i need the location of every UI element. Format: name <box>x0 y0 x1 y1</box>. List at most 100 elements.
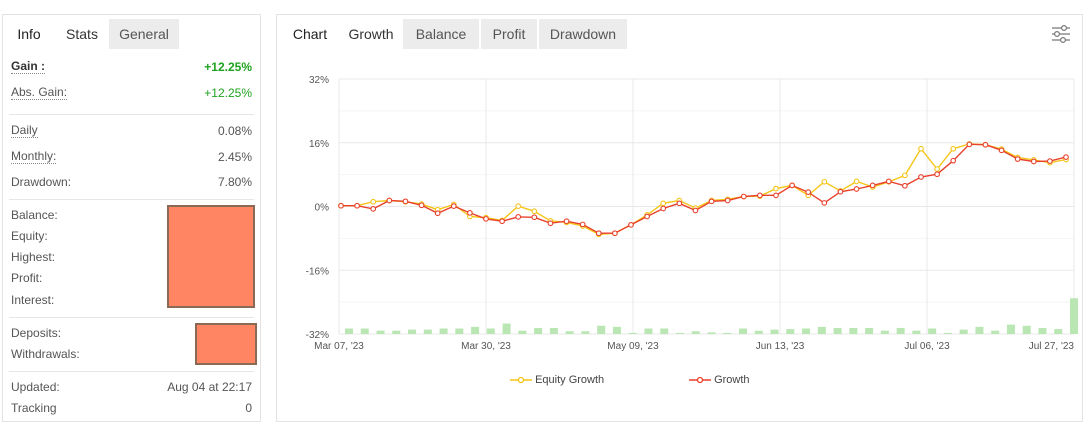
gain-row: Gain : +12.25% <box>11 57 252 77</box>
volume-bar <box>691 331 700 334</box>
tab-drawdown[interactable]: Drawdown <box>539 19 627 49</box>
tab-profit[interactable]: Profit <box>481 19 537 49</box>
tab-chart[interactable]: Chart <box>281 19 339 49</box>
volume-bar <box>439 328 448 334</box>
volume-bar <box>486 328 495 334</box>
daily-label[interactable]: Daily <box>11 123 38 138</box>
growth-point <box>773 192 779 199</box>
growth-point <box>628 221 634 228</box>
growth-point <box>853 186 860 192</box>
monthly-row: Monthly: 2.45% <box>11 147 252 167</box>
y-tick-label: 32% <box>309 75 329 86</box>
tracking-row: Tracking 0 <box>11 398 252 418</box>
growth-point <box>386 197 393 204</box>
tracking-value: 0 <box>245 401 252 415</box>
stats-panel: Info Stats General Gain : +12.25% Abs. G… <box>2 14 261 422</box>
growth-point <box>483 216 489 222</box>
growth-point <box>708 198 715 205</box>
growth-point <box>1063 154 1069 160</box>
equity-label: Equity: <box>11 229 48 243</box>
volume-bar <box>739 328 748 334</box>
abs-gain-value: +12.25% <box>204 86 252 100</box>
volume-bar <box>1070 298 1078 334</box>
withdrawals-row: Withdrawals: <box>11 344 252 364</box>
equity-growth-point <box>773 185 779 192</box>
x-tick-label: Jul 06, '23 <box>904 341 950 352</box>
growth-point <box>660 205 667 212</box>
gain-label[interactable]: Gain : <box>11 59 46 74</box>
left-tabbar: Info Stats General <box>3 15 260 49</box>
volume-bar <box>581 331 590 334</box>
highest-row: Highest: <box>11 247 252 267</box>
tab-general[interactable]: General <box>109 19 179 49</box>
volume-bar <box>518 330 527 334</box>
legend-equity-growth[interactable]: Equity Growth <box>510 372 604 388</box>
volume-bar <box>597 325 606 334</box>
volume-bar <box>502 323 511 334</box>
balance-label: Balance: <box>11 208 58 222</box>
monthly-label[interactable]: Monthly: <box>11 149 57 164</box>
equity-legend-marker <box>510 376 532 384</box>
x-tick-label: Jun 13, '23 <box>756 341 805 352</box>
volume-bar <box>628 332 637 334</box>
growth-point <box>499 218 505 225</box>
volume-bar <box>471 326 480 334</box>
volume-bar <box>975 326 984 334</box>
interest-row: Interest: <box>11 290 252 310</box>
growth-point <box>805 189 812 196</box>
legend-growth-label: Growth <box>714 374 750 386</box>
volume-bar <box>644 328 653 334</box>
growth-point <box>579 221 586 228</box>
growth-point <box>789 182 795 189</box>
y-tick-label: 0% <box>315 203 330 214</box>
growth-point <box>1030 158 1037 165</box>
volume-bar <box>376 330 385 334</box>
interest-label: Interest: <box>11 293 55 307</box>
growth-point <box>467 210 473 216</box>
tab-info[interactable]: Info <box>3 19 55 49</box>
equity-growth-point <box>660 200 667 207</box>
volume-bar <box>345 328 353 334</box>
legend-growth[interactable]: Growth <box>689 372 750 388</box>
equity-growth-point <box>902 172 908 179</box>
growth-point <box>676 200 683 207</box>
highest-label: Highest: <box>11 250 56 264</box>
daily-value: 0.08% <box>217 124 252 138</box>
growth-point <box>918 174 924 180</box>
volume-bar <box>817 326 826 334</box>
volume-bar <box>660 328 669 334</box>
volume-bar <box>1038 327 1047 334</box>
growth-point <box>354 202 360 209</box>
growth-point <box>966 141 973 148</box>
deposits-label: Deposits: <box>11 326 62 340</box>
equity-growth-point <box>950 145 957 152</box>
growth-point <box>934 171 940 178</box>
chart-tabbar: Chart Growth Balance Profit Drawdown <box>277 15 1082 49</box>
tab-balance[interactable]: Balance <box>403 19 479 49</box>
volume-bar <box>802 328 811 334</box>
y-tick-label: -16% <box>306 266 329 277</box>
monthly-value: 2.45% <box>217 150 252 164</box>
volume-bar <box>991 330 1000 334</box>
volume-bar <box>707 332 716 334</box>
sliders-icon <box>1052 24 1070 44</box>
volume-bar <box>959 329 968 334</box>
gain-value: +12.25% <box>204 60 252 74</box>
drawdown-row: Drawdown: 7.80% <box>11 172 252 192</box>
chart-settings-button[interactable] <box>1050 23 1072 45</box>
growth-point <box>644 213 650 220</box>
tab-stats[interactable]: Stats <box>55 19 109 49</box>
abs-gain-label[interactable]: Abs. Gain: <box>11 85 68 100</box>
growth-point <box>724 197 731 204</box>
updated-label: Updated: <box>11 380 60 394</box>
growth-point <box>837 188 844 195</box>
equity-growth-point <box>918 145 924 152</box>
growth-point <box>982 141 989 148</box>
growth-point <box>595 230 602 237</box>
growth-point <box>338 202 344 209</box>
divider <box>9 317 254 318</box>
volume-bar <box>786 329 795 334</box>
tracking-label: Tracking <box>11 401 57 415</box>
tab-growth[interactable]: Growth <box>339 19 403 49</box>
growth-point <box>434 210 441 217</box>
